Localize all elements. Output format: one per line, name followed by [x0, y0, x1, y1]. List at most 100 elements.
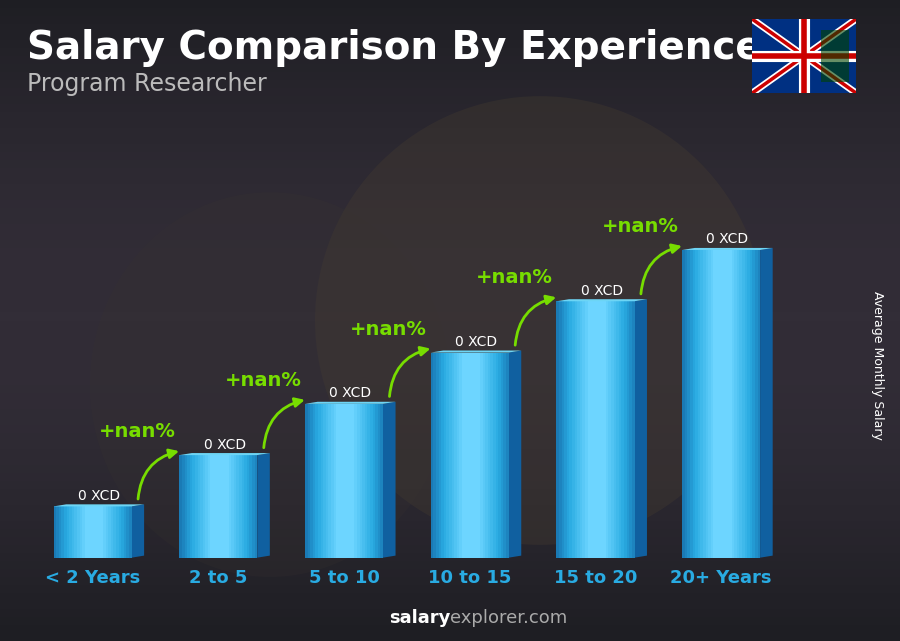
- Bar: [0, 216, 900, 224]
- Bar: [328, 404, 331, 558]
- Bar: [596, 301, 599, 558]
- Polygon shape: [760, 248, 773, 558]
- Ellipse shape: [90, 192, 450, 577]
- Bar: [0, 40, 900, 48]
- Bar: [700, 250, 703, 558]
- Bar: [0, 633, 900, 641]
- Bar: [357, 404, 360, 558]
- Text: 0 XCD: 0 XCD: [329, 387, 372, 400]
- Bar: [200, 455, 202, 558]
- Bar: [98, 506, 101, 558]
- Bar: [0, 208, 900, 217]
- Bar: [0, 520, 900, 529]
- Bar: [193, 455, 195, 558]
- Bar: [0, 601, 900, 609]
- Bar: [501, 353, 504, 558]
- Bar: [79, 506, 82, 558]
- Bar: [123, 506, 127, 558]
- Bar: [629, 301, 632, 558]
- Bar: [323, 404, 326, 558]
- Bar: [0, 585, 900, 593]
- Bar: [0, 104, 900, 112]
- Bar: [234, 455, 237, 558]
- Bar: [237, 455, 239, 558]
- Bar: [0, 353, 900, 360]
- Bar: [190, 455, 193, 558]
- Bar: [0, 345, 900, 353]
- Bar: [0, 497, 900, 505]
- Bar: [572, 301, 575, 558]
- Bar: [698, 250, 700, 558]
- Bar: [499, 353, 501, 558]
- Bar: [0, 200, 900, 208]
- Bar: [0, 505, 900, 513]
- Bar: [703, 250, 706, 558]
- Bar: [0, 320, 900, 328]
- Text: explorer.com: explorer.com: [450, 609, 567, 627]
- Bar: [449, 353, 452, 558]
- Bar: [0, 456, 900, 465]
- Bar: [739, 250, 742, 558]
- Bar: [305, 404, 308, 558]
- Bar: [682, 250, 685, 558]
- Bar: [213, 455, 216, 558]
- Bar: [0, 465, 900, 473]
- Bar: [564, 301, 567, 558]
- Bar: [482, 353, 485, 558]
- Bar: [585, 301, 588, 558]
- Bar: [0, 313, 900, 320]
- Bar: [197, 455, 200, 558]
- Bar: [574, 301, 578, 558]
- Bar: [0, 281, 900, 288]
- Polygon shape: [431, 351, 521, 353]
- Bar: [338, 404, 341, 558]
- Bar: [211, 455, 213, 558]
- Bar: [378, 404, 381, 558]
- Ellipse shape: [315, 96, 765, 545]
- Bar: [752, 250, 755, 558]
- Bar: [202, 455, 205, 558]
- Bar: [446, 353, 449, 558]
- Bar: [182, 455, 184, 558]
- Bar: [714, 250, 716, 558]
- Text: 0 XCD: 0 XCD: [77, 489, 120, 503]
- Bar: [313, 404, 316, 558]
- Bar: [85, 506, 87, 558]
- Bar: [0, 169, 900, 176]
- Polygon shape: [305, 402, 395, 404]
- Bar: [367, 404, 370, 558]
- Bar: [0, 48, 900, 56]
- Bar: [87, 506, 90, 558]
- Bar: [0, 176, 900, 184]
- Bar: [0, 8, 900, 16]
- Bar: [0, 56, 900, 64]
- Bar: [0, 233, 900, 240]
- Bar: [56, 506, 58, 558]
- Bar: [54, 506, 57, 558]
- Bar: [0, 545, 900, 553]
- Bar: [0, 240, 900, 248]
- Polygon shape: [54, 504, 144, 506]
- Bar: [0, 569, 900, 577]
- Bar: [229, 455, 231, 558]
- Bar: [452, 353, 454, 558]
- Text: Average Monthly Salary: Average Monthly Salary: [871, 291, 884, 440]
- Bar: [0, 192, 900, 200]
- Text: 0 XCD: 0 XCD: [454, 335, 497, 349]
- Bar: [344, 404, 346, 558]
- Bar: [611, 301, 614, 558]
- Bar: [0, 529, 900, 537]
- Bar: [64, 506, 67, 558]
- Bar: [488, 353, 490, 558]
- Bar: [506, 353, 508, 558]
- Bar: [249, 455, 252, 558]
- Polygon shape: [257, 453, 270, 558]
- Bar: [567, 301, 570, 558]
- Bar: [0, 473, 900, 481]
- Bar: [0, 385, 900, 392]
- Bar: [0, 72, 900, 80]
- Bar: [624, 301, 626, 558]
- Bar: [503, 353, 506, 558]
- Bar: [0, 272, 900, 281]
- Bar: [0, 392, 900, 401]
